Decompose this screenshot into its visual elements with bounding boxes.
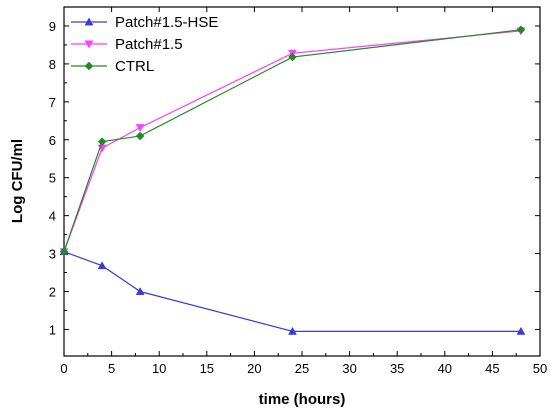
data-point (288, 52, 297, 62)
y-tick-label: 4 (49, 209, 56, 224)
legend-item: Patch#1.5-HSE (71, 14, 218, 31)
legend-label: Patch#1.5 (115, 36, 183, 53)
x-tick-label: 0 (60, 361, 67, 376)
x-tick-label: 45 (485, 361, 499, 376)
data-point (135, 131, 145, 141)
data-point (516, 25, 526, 35)
y-tick-label: 1 (49, 322, 56, 337)
y-tick-label: 8 (49, 57, 56, 72)
x-tick-label: 15 (200, 361, 214, 376)
legend-swatch-marker (84, 40, 94, 49)
data-point (97, 137, 107, 147)
series (59, 25, 526, 335)
legend-item: Patch#1.5 (71, 36, 183, 53)
y-tick-label: 2 (49, 285, 56, 300)
x-tick-label: 5 (108, 361, 115, 376)
x-tick-label: 30 (342, 361, 356, 376)
x-tick-label: 50 (533, 361, 547, 376)
series-1 (59, 247, 526, 335)
x-tick-label: 10 (152, 361, 166, 376)
legend-item: CTRL (71, 58, 154, 75)
data-point (288, 326, 297, 335)
data-point (59, 247, 69, 257)
y-tick-label: 6 (49, 133, 56, 148)
legend-label: CTRL (115, 58, 154, 75)
x-tick-label: 35 (390, 361, 404, 376)
y-tick-label: 9 (49, 19, 56, 34)
x-tick-label: 40 (438, 361, 452, 376)
x-axis-title: time (hours) (259, 391, 346, 408)
data-point (135, 124, 145, 133)
y-tick-label: 5 (49, 171, 56, 186)
y-axis-title: Log CFU/ml (9, 139, 26, 223)
data-point (516, 326, 526, 335)
x-tick-label: 25 (295, 361, 309, 376)
legend-label: Patch#1.5-HSE (115, 14, 218, 31)
y-tick-label: 3 (49, 247, 56, 262)
data-point (135, 286, 145, 295)
data-point (97, 261, 107, 270)
y-tick-label: 7 (49, 95, 56, 110)
legend-swatch-marker (84, 17, 94, 26)
legend: Patch#1.5-HSE Patch#1.5 CTRL (71, 14, 218, 75)
legend-swatch-marker (84, 61, 94, 71)
series-3 (59, 25, 526, 257)
series-line (63, 251, 521, 332)
x-tick-label: 20 (247, 361, 261, 376)
